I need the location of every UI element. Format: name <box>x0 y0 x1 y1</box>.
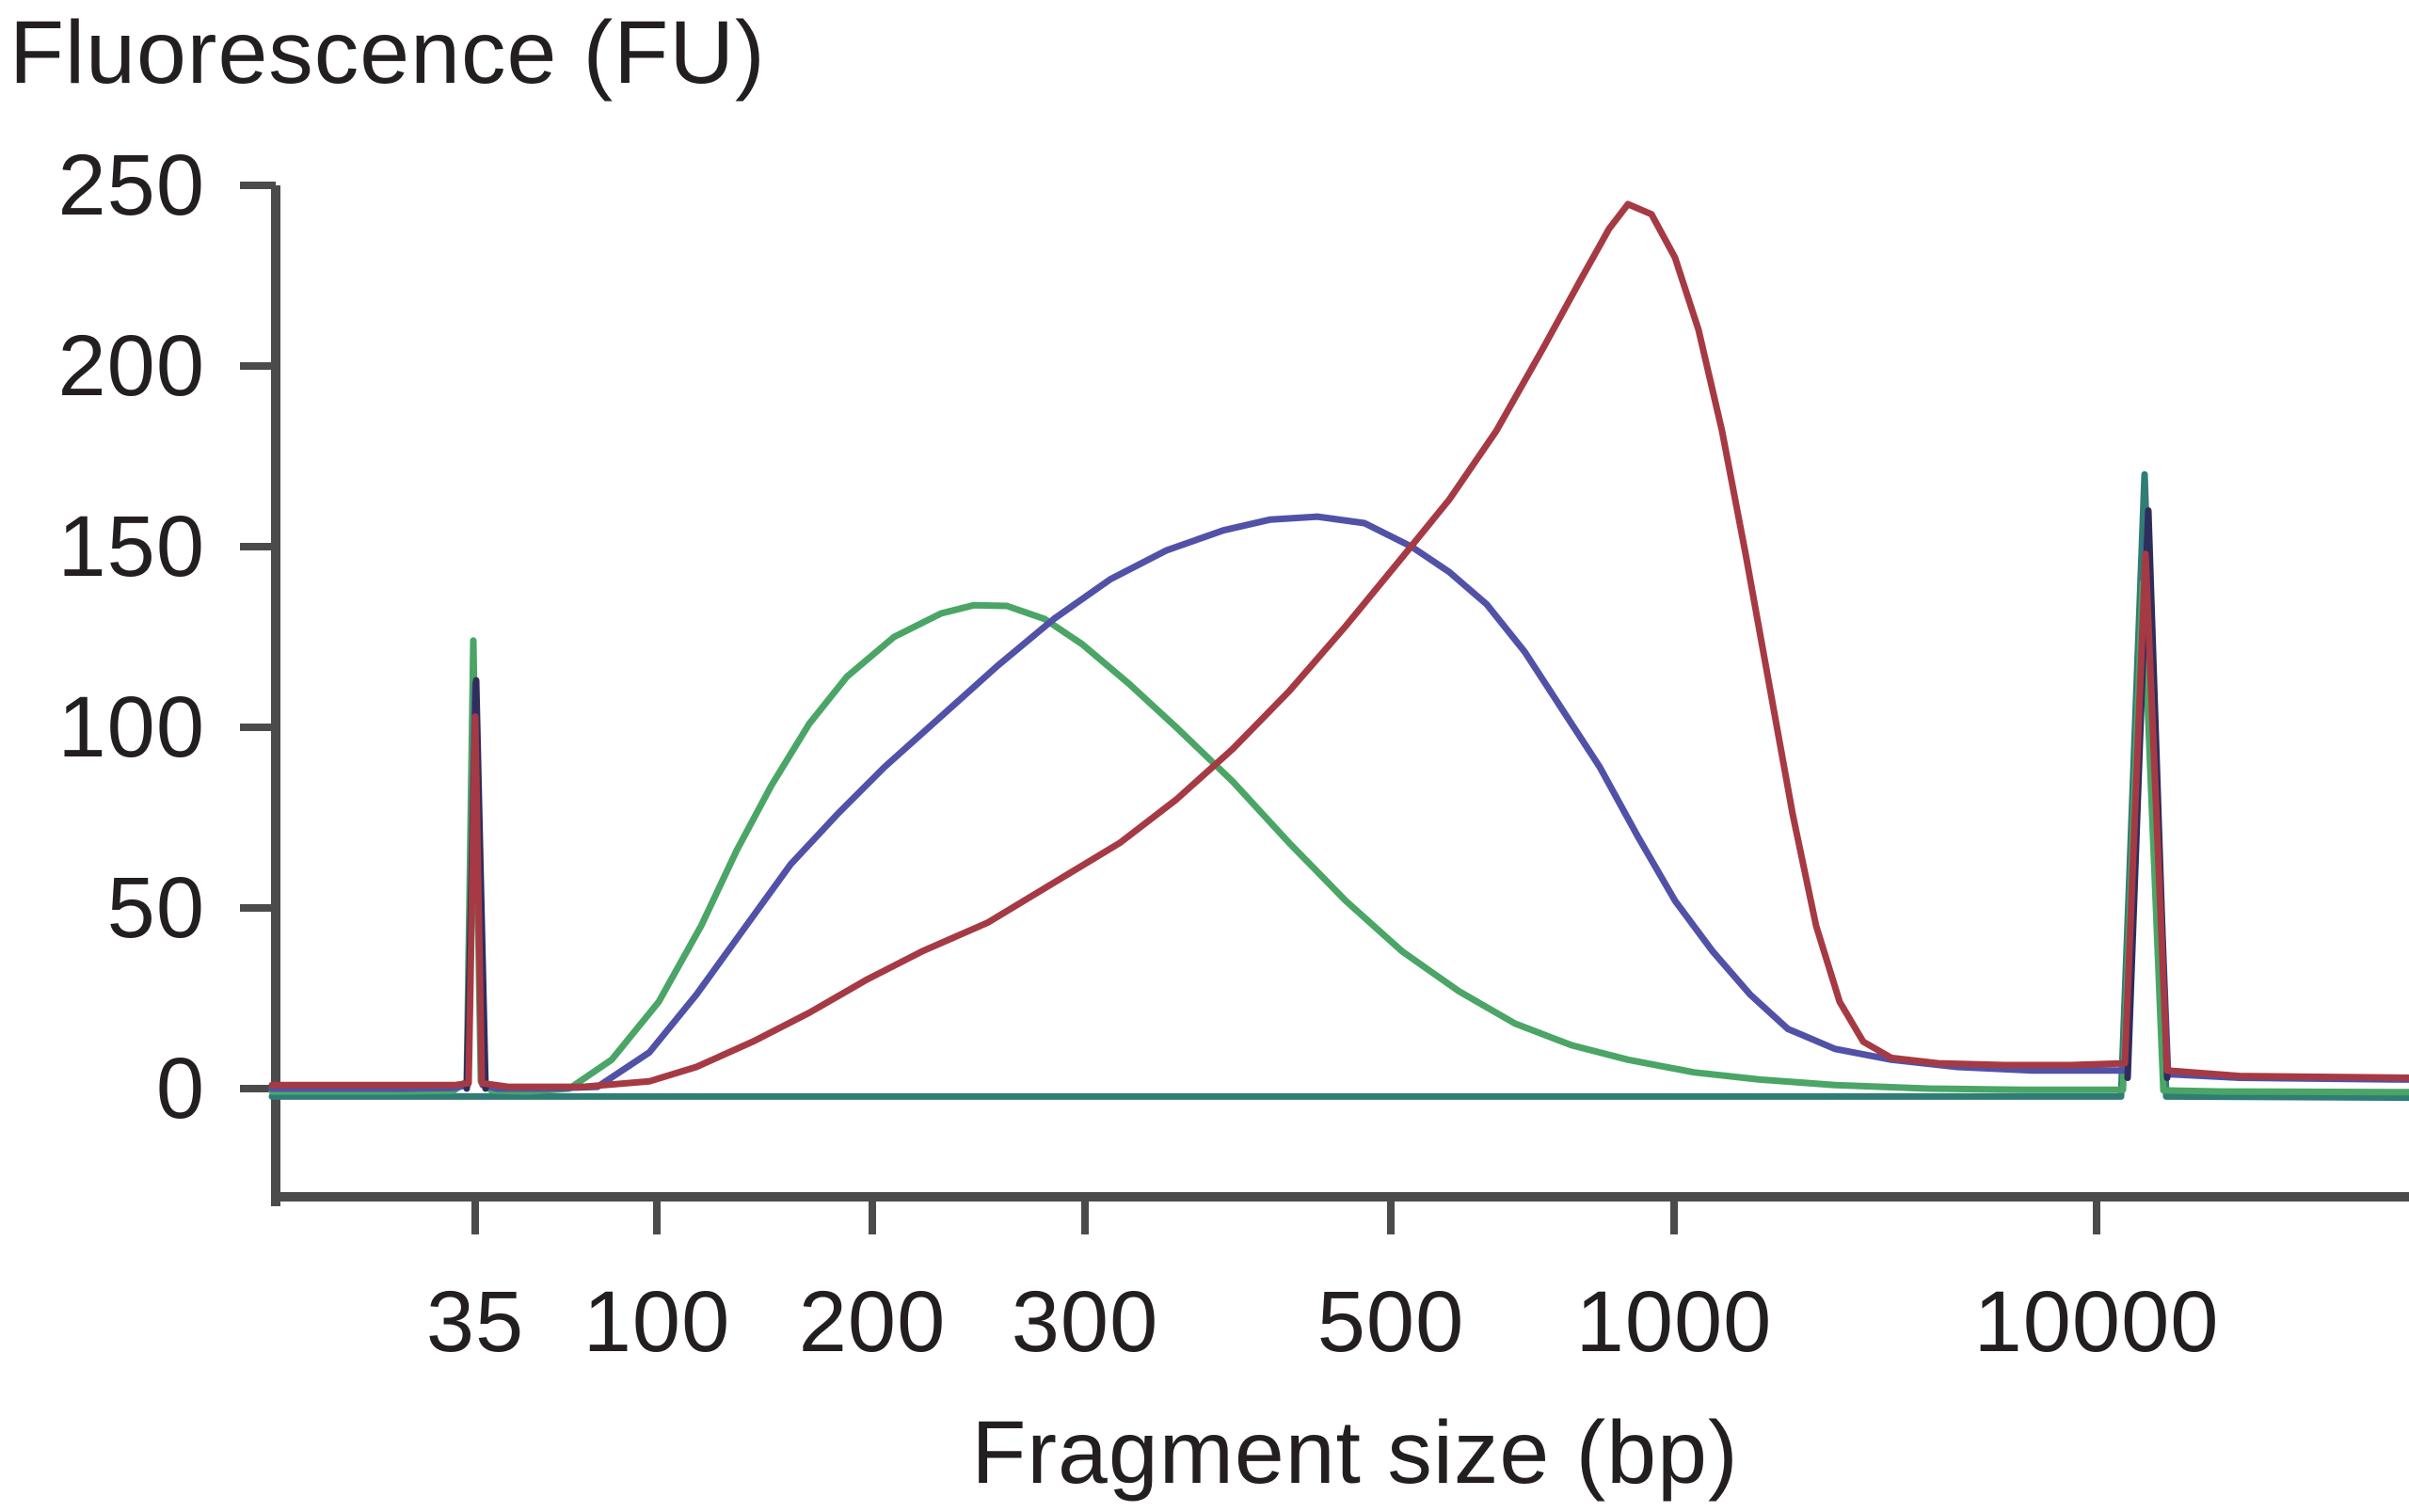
x-axis-tick-label: 35 <box>425 1274 525 1370</box>
y-axis-tick-label: 150 <box>57 499 205 595</box>
x-axis-tick-label: 100 <box>582 1274 731 1370</box>
x-axis-tick-label: 500 <box>1316 1274 1465 1370</box>
x-axis-tick-label: 200 <box>798 1274 947 1370</box>
green-library-path <box>268 579 2409 1096</box>
y-axis-tick-label: 250 <box>57 137 205 233</box>
x-axis-title: Fragment size (bp) <box>971 1403 1739 1503</box>
blue-library-path <box>268 513 2409 1092</box>
x-axis-tick-label: 10000 <box>1973 1274 2220 1370</box>
teal-baseline-trace-path <box>268 470 2409 1102</box>
x-axis-tick-label: 300 <box>1011 1274 1159 1370</box>
red-library-path <box>268 200 2409 1090</box>
y-axis-tick-label: 200 <box>57 318 205 414</box>
y-axis-tick-label: 0 <box>155 1041 205 1137</box>
y-axis-tick-label: 50 <box>106 860 205 956</box>
y-axis-title: Fluorescence (FU) <box>9 3 766 103</box>
x-axis-tick-label: 1000 <box>1575 1274 1773 1370</box>
y-axis-tick-label: 100 <box>57 679 205 775</box>
